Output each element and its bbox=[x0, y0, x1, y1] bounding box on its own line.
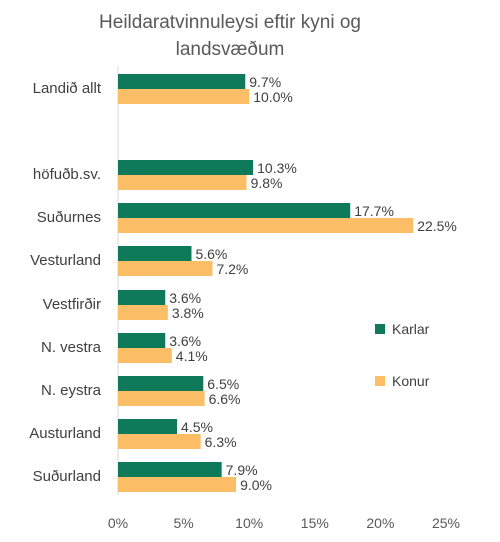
category-label: höfuðb.sv. bbox=[33, 166, 101, 183]
x-tick-label: 0% bbox=[108, 515, 128, 531]
data-label: 10.3% bbox=[257, 160, 297, 176]
category-label: Suðurnes bbox=[37, 209, 101, 226]
bar-konur bbox=[118, 477, 237, 492]
data-label: 3.6% bbox=[169, 290, 201, 306]
x-tick-label: 5% bbox=[173, 515, 193, 531]
chart-title-line-1: Heildaratvinnuleysi eftir kyni og bbox=[99, 12, 361, 33]
category-label: N. vestra bbox=[41, 339, 102, 356]
bar-konur bbox=[118, 261, 213, 276]
category-label: N. eystra bbox=[41, 382, 102, 399]
category-label: Suðurland bbox=[33, 468, 101, 485]
bar-karlar bbox=[118, 333, 166, 348]
data-label: 22.5% bbox=[417, 218, 457, 234]
x-tick-label: 20% bbox=[366, 515, 394, 531]
category-label: Landið allt bbox=[33, 80, 102, 97]
bar-karlar bbox=[118, 419, 178, 434]
data-label: 5.6% bbox=[195, 246, 227, 262]
bar-karlar bbox=[118, 376, 204, 391]
data-label: 9.8% bbox=[251, 175, 283, 191]
bar-karlar bbox=[118, 290, 166, 305]
legend-swatch bbox=[375, 376, 385, 386]
bar-konur bbox=[118, 434, 201, 449]
bar-karlar bbox=[118, 74, 246, 89]
category-label: Vesturland bbox=[30, 252, 101, 269]
data-label: 4.5% bbox=[181, 419, 213, 435]
data-label: 6.3% bbox=[205, 434, 237, 450]
data-label: 7.9% bbox=[226, 462, 258, 478]
legend-swatch bbox=[375, 324, 385, 334]
bar-konur bbox=[118, 175, 247, 190]
bar-karlar bbox=[118, 160, 254, 175]
bar-konur bbox=[118, 218, 414, 233]
legend-label: Karlar bbox=[392, 321, 430, 337]
category-label: Vestfirðir bbox=[43, 296, 101, 313]
category-label: Austurland bbox=[29, 425, 101, 442]
x-tick-label: 10% bbox=[235, 515, 263, 531]
bar-karlar bbox=[118, 203, 351, 218]
x-tick-label: 15% bbox=[301, 515, 329, 531]
bar-konur bbox=[118, 305, 168, 320]
data-label: 3.8% bbox=[172, 305, 204, 321]
chart-title-line-2: landsvæðum bbox=[175, 39, 285, 60]
data-label: 6.6% bbox=[209, 391, 241, 407]
x-tick-label: 25% bbox=[432, 515, 460, 531]
data-label: 7.2% bbox=[216, 261, 248, 277]
bar-konur bbox=[118, 348, 172, 363]
bar-karlar bbox=[118, 246, 192, 261]
data-label: 9.0% bbox=[240, 477, 272, 493]
data-label: 17.7% bbox=[354, 203, 394, 219]
legend-label: Konur bbox=[392, 373, 430, 389]
data-label: 6.5% bbox=[207, 376, 239, 392]
data-label: 9.7% bbox=[249, 74, 281, 90]
data-label: 10.0% bbox=[253, 89, 293, 105]
bar-karlar bbox=[118, 462, 222, 477]
bar-konur bbox=[118, 89, 250, 104]
data-label: 4.1% bbox=[176, 348, 208, 364]
bar-konur bbox=[118, 391, 205, 406]
data-label: 3.6% bbox=[169, 333, 201, 349]
